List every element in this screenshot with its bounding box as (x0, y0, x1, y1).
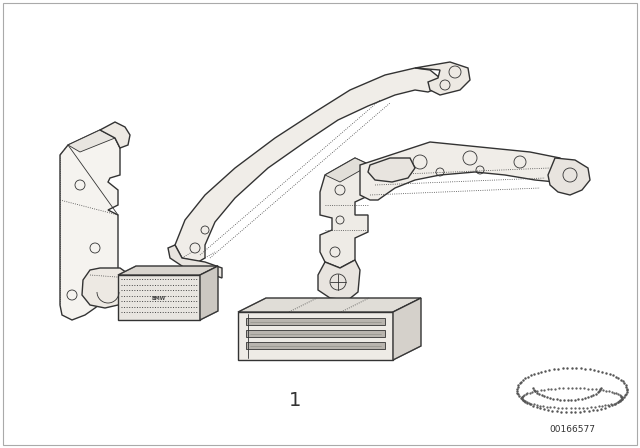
Polygon shape (246, 342, 385, 349)
Polygon shape (175, 68, 440, 262)
Polygon shape (246, 318, 385, 325)
Polygon shape (82, 268, 132, 308)
Polygon shape (200, 266, 218, 320)
Polygon shape (246, 330, 385, 337)
Polygon shape (325, 158, 370, 182)
Polygon shape (318, 260, 360, 300)
Text: 00166577: 00166577 (549, 425, 595, 434)
Text: BMW: BMW (152, 296, 166, 301)
Polygon shape (238, 312, 393, 360)
Polygon shape (320, 158, 370, 268)
Polygon shape (360, 142, 568, 200)
Polygon shape (118, 275, 200, 320)
Polygon shape (415, 62, 470, 95)
Polygon shape (393, 298, 421, 360)
Text: 1: 1 (289, 391, 301, 409)
Polygon shape (118, 266, 218, 275)
Polygon shape (368, 158, 415, 182)
Polygon shape (100, 122, 130, 148)
Polygon shape (60, 130, 120, 320)
Polygon shape (68, 130, 115, 152)
Polygon shape (238, 298, 421, 312)
Polygon shape (548, 158, 590, 195)
Polygon shape (168, 245, 222, 278)
